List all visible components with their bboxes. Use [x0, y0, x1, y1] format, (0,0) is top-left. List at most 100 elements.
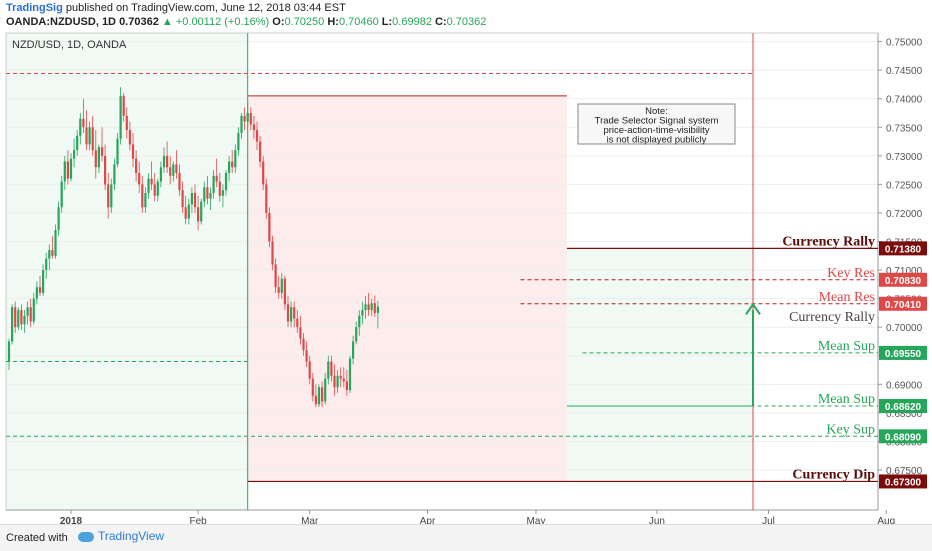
- candle-body: [156, 181, 159, 196]
- candle-body: [218, 181, 221, 196]
- candle-body: [23, 315, 26, 325]
- price-chart[interactable]: 0.675000.680000.685000.690000.695000.700…: [0, 30, 932, 524]
- candle-body: [370, 303, 373, 311]
- y-tick-label: 0.74500: [886, 66, 923, 77]
- candle-body: [262, 161, 265, 185]
- level-label: Mean Res: [819, 290, 875, 305]
- candle-body: [17, 310, 20, 328]
- candle-body: [48, 250, 51, 259]
- rally-arrow-icon: [745, 302, 761, 315]
- y-tick-label: 0.73000: [886, 152, 923, 163]
- candle-body: [200, 201, 203, 222]
- candle-body: [321, 387, 324, 402]
- candle-body: [209, 192, 212, 199]
- level-label: Currency Rally: [782, 234, 875, 249]
- candle-body: [175, 164, 178, 173]
- candle-body: [91, 127, 94, 151]
- price-tag-label: 0.68090: [885, 432, 922, 443]
- y-tick-label: 0.71000: [886, 266, 923, 277]
- candle-body: [286, 304, 290, 322]
- note-line: is not displayed publicly: [607, 135, 707, 146]
- candle-body: [107, 184, 110, 208]
- candle-body: [113, 164, 116, 185]
- candle-body: [293, 307, 296, 319]
- open-label: O:: [272, 16, 285, 28]
- candle-body: [339, 375, 342, 379]
- x-tick-label: May: [527, 516, 546, 524]
- y-tick-label: 0.75000: [886, 38, 923, 49]
- candle-body: [97, 147, 100, 168]
- candle-body: [246, 112, 249, 122]
- level-label: Mean Sup: [818, 339, 875, 354]
- candle-body: [94, 150, 97, 168]
- author-name[interactable]: TradingSig: [6, 2, 63, 14]
- downtrend-zone: [247, 95, 567, 482]
- candle-body: [147, 178, 150, 193]
- note-line: Note:: [645, 106, 668, 117]
- candle-body: [128, 130, 131, 145]
- y-tick-label: 0.72000: [886, 209, 923, 220]
- candle-body: [259, 141, 262, 162]
- tradingview-cloud-icon: [78, 531, 94, 542]
- candle-body: [162, 155, 166, 168]
- candle-body: [367, 304, 370, 311]
- low-value: 0.69982: [392, 16, 432, 28]
- candle-body: [166, 155, 169, 168]
- candle-body: [184, 207, 187, 219]
- candle-body: [268, 212, 271, 242]
- candle-body: [249, 112, 252, 125]
- candle-body: [330, 361, 333, 376]
- level-label: Currency Dip: [792, 467, 875, 482]
- symbol-label: OANDA:NZDUSD, 1D: [6, 16, 116, 28]
- candle-body: [274, 264, 277, 288]
- price-tag-label: 0.70410: [885, 300, 922, 311]
- created-with-text: Created with: [6, 532, 68, 544]
- candle-body: [76, 135, 79, 151]
- price-tag-label: 0.69550: [885, 349, 922, 360]
- close-value: 0.70362: [446, 16, 487, 28]
- y-tick-label: 0.74000: [886, 95, 923, 106]
- candle-body: [54, 230, 57, 256]
- candle-body: [35, 287, 38, 299]
- candle-body: [348, 358, 352, 391]
- tradingview-logo[interactable]: TradingView: [78, 529, 164, 543]
- candle-body: [153, 184, 156, 196]
- candle-body: [122, 95, 125, 116]
- candle-body: [271, 241, 274, 265]
- candle-body: [187, 204, 190, 219]
- note-line: Trade Selector Signal system: [595, 116, 719, 127]
- candle-body: [240, 115, 243, 133]
- x-tick-label: Jun: [649, 516, 665, 524]
- candle-body: [255, 130, 259, 142]
- candle-body: [181, 190, 184, 208]
- candle-body: [11, 307, 14, 342]
- candle-body: [79, 118, 82, 136]
- candle-body: [20, 310, 23, 325]
- high-label: H:: [327, 16, 339, 28]
- projection-zone: [567, 248, 753, 482]
- publish-info: published on TradingView.com, June 12, 2…: [65, 2, 346, 14]
- last-price: 0.70362: [119, 16, 159, 28]
- note-box: [577, 103, 736, 145]
- candle-body: [14, 307, 17, 328]
- chart-title: NZD/USD, 1D, OANDA: [12, 39, 127, 51]
- candle-body: [197, 207, 200, 222]
- price-tag: [879, 474, 927, 489]
- candle-body: [231, 161, 234, 168]
- candle-body: [373, 303, 376, 313]
- price-tag: [879, 296, 927, 311]
- candle-body: [100, 147, 104, 156]
- y-tick-label: 0.70000: [886, 323, 923, 334]
- candle-body: [159, 167, 162, 182]
- candle-body: [302, 338, 305, 351]
- level-label: Mean Sup: [818, 392, 875, 407]
- candle-body: [324, 378, 327, 402]
- candle-body: [69, 158, 73, 179]
- candle-body: [32, 298, 35, 322]
- candle-body: [358, 315, 361, 328]
- price-tag-label: 0.70830: [885, 276, 922, 287]
- candle-body: [203, 187, 206, 202]
- candle-body: [110, 184, 113, 208]
- candle-body: [327, 361, 330, 379]
- candle-body: [221, 190, 224, 196]
